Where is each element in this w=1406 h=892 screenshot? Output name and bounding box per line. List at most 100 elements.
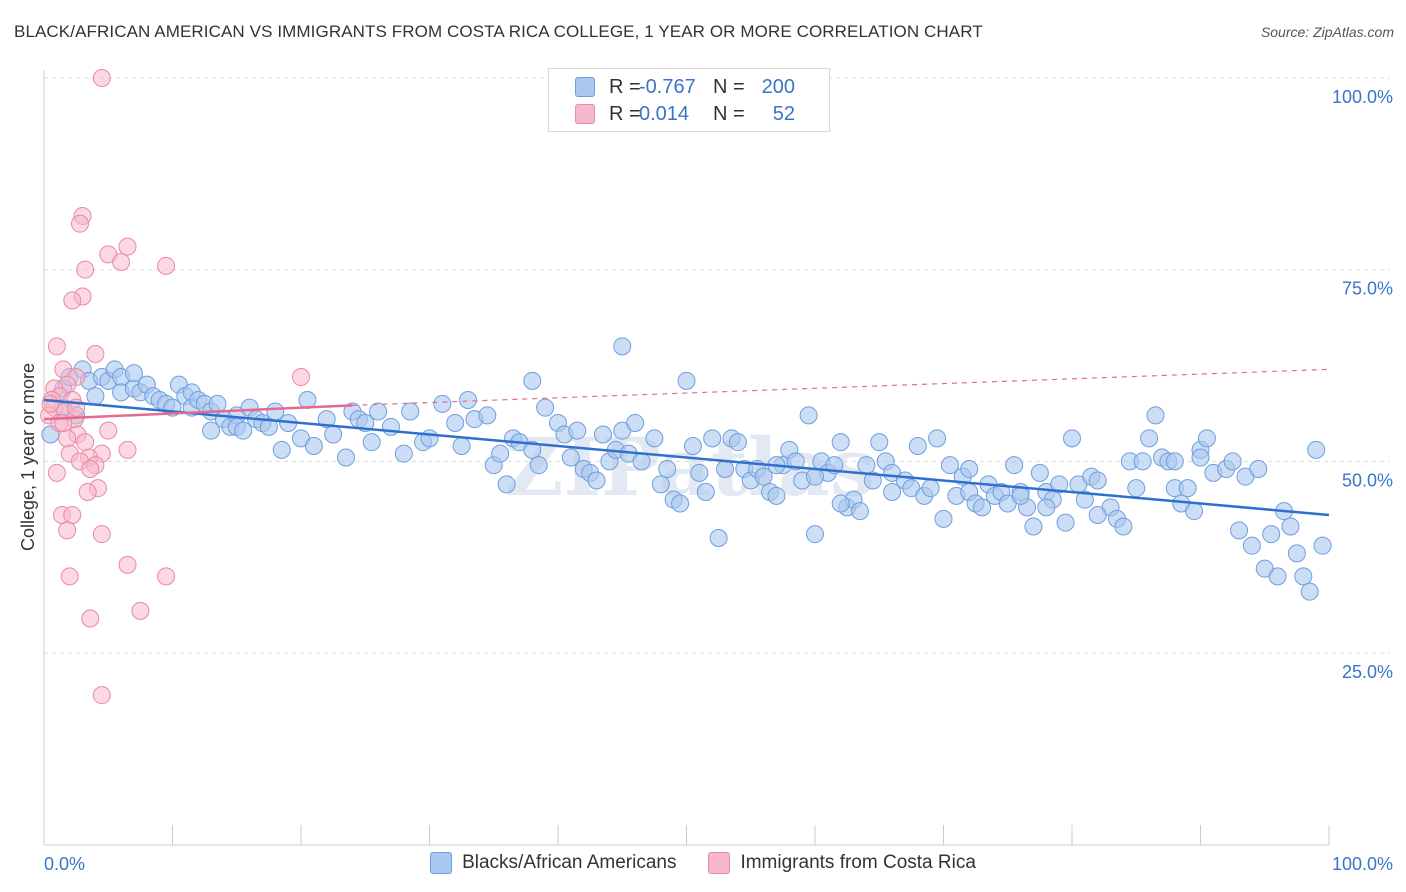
blue-point xyxy=(671,494,690,513)
pink-trendline xyxy=(43,404,353,421)
blue-point xyxy=(459,391,478,409)
blue-point xyxy=(491,444,510,463)
blue-point xyxy=(336,448,355,467)
blue-point xyxy=(716,460,735,478)
blue-point xyxy=(806,525,824,544)
blue-point xyxy=(234,421,253,440)
y-tick-label: 75.0% xyxy=(1342,279,1393,299)
x-tick-label: 100.0% xyxy=(1332,854,1393,874)
series-legend-item-costa-rica[interactable]: Immigrants from Costa Rica xyxy=(708,852,976,874)
correlation-legend: R = -0.767 N = 200 R = 0.014 N = 52 xyxy=(548,68,830,132)
blue-point xyxy=(1050,475,1069,494)
pink-point xyxy=(118,440,137,459)
legend-n-label: N = xyxy=(713,102,745,125)
pink-point xyxy=(76,433,95,452)
blue-point xyxy=(850,502,869,521)
blue-point xyxy=(433,394,452,413)
blue-point xyxy=(683,437,702,455)
blue-point xyxy=(786,452,805,471)
pink-point xyxy=(81,609,100,628)
blue-point xyxy=(973,498,992,517)
blue-point xyxy=(799,406,818,425)
legend-r-label: R = xyxy=(609,102,641,125)
blue-point xyxy=(928,429,947,448)
blue-point xyxy=(677,371,696,390)
blue-point xyxy=(883,483,902,501)
blue-point xyxy=(728,433,747,452)
legend-row-costa-rica: R = 0.014 N = 52 xyxy=(575,101,795,127)
blue-point xyxy=(317,410,336,429)
pink-point xyxy=(47,463,66,482)
pink-point xyxy=(118,237,137,256)
blue-point xyxy=(1056,513,1075,532)
pink-point xyxy=(41,394,60,413)
pink-point xyxy=(157,256,176,275)
pink-point xyxy=(92,69,111,87)
blue-point xyxy=(1037,498,1056,517)
legend-n-label: N = xyxy=(713,75,745,98)
pink-point xyxy=(86,345,105,363)
blue-point xyxy=(696,483,715,501)
blue-point xyxy=(86,387,105,406)
blue-point xyxy=(1140,429,1159,448)
x-tick-label: 0.0% xyxy=(44,854,85,874)
blue-point xyxy=(613,337,632,356)
pink-point xyxy=(92,686,111,705)
blue-point xyxy=(703,429,722,448)
blue-point xyxy=(208,394,227,413)
blue-point xyxy=(1005,456,1024,475)
series-legend-label: Immigrants from Costa Rica xyxy=(740,852,976,873)
blue-point xyxy=(921,479,940,498)
blue-point xyxy=(1165,452,1184,471)
blue-trendline xyxy=(43,398,1330,517)
pink-point xyxy=(131,601,150,620)
blue-point xyxy=(362,433,381,452)
blue-point xyxy=(1197,429,1216,448)
blue-point xyxy=(1313,536,1332,555)
blue-point xyxy=(934,509,953,528)
series-legend: Blacks/African Americans Immigrants from… xyxy=(0,852,1406,874)
pink-point xyxy=(92,525,111,544)
blue-point xyxy=(1281,517,1300,536)
blue-point xyxy=(632,452,651,471)
blue-point xyxy=(870,433,889,452)
series-swatch-pink xyxy=(708,852,731,874)
series-legend-label: Blacks/African Americans xyxy=(462,852,677,873)
legend-swatch-pink xyxy=(575,104,595,124)
blue-point xyxy=(651,475,670,494)
blue-point xyxy=(561,448,580,467)
blue-point xyxy=(1075,490,1094,509)
blue-point xyxy=(529,456,548,475)
blue-point xyxy=(960,460,979,478)
blue-point xyxy=(523,440,542,459)
pink-trendline-extension xyxy=(352,368,1330,406)
blue-point xyxy=(690,463,709,482)
blue-point xyxy=(767,486,786,505)
pink-point xyxy=(47,337,66,356)
blue-point xyxy=(1307,440,1326,459)
blue-point xyxy=(831,494,850,513)
blue-point xyxy=(259,417,278,436)
blue-point xyxy=(1088,506,1107,524)
legend-r-value: 0.014 xyxy=(639,102,690,125)
blue-point xyxy=(1223,452,1242,471)
blue-point xyxy=(1146,406,1165,425)
pink-point xyxy=(157,567,176,586)
legend-row-blacks: R = -0.767 N = 200 xyxy=(575,74,795,100)
pink-point xyxy=(99,421,118,440)
blue-point xyxy=(369,402,388,421)
y-tick-label: 25.0% xyxy=(1342,662,1393,682)
y-axis-label: College, 1 year or more xyxy=(18,363,38,551)
blue-point xyxy=(1063,429,1081,448)
blue-point xyxy=(1185,502,1204,521)
blue-point xyxy=(394,444,413,463)
legend-r-label: R = xyxy=(609,75,641,98)
blue-point xyxy=(497,475,516,494)
series-legend-item-blacks[interactable]: Blacks/African Americans xyxy=(430,852,676,874)
blue-point xyxy=(1262,525,1281,544)
blue-point xyxy=(446,414,465,432)
blue-point xyxy=(940,456,959,475)
blue-point xyxy=(1300,582,1319,601)
pink-point xyxy=(63,506,82,524)
legend-r-value: -0.767 xyxy=(639,75,696,98)
